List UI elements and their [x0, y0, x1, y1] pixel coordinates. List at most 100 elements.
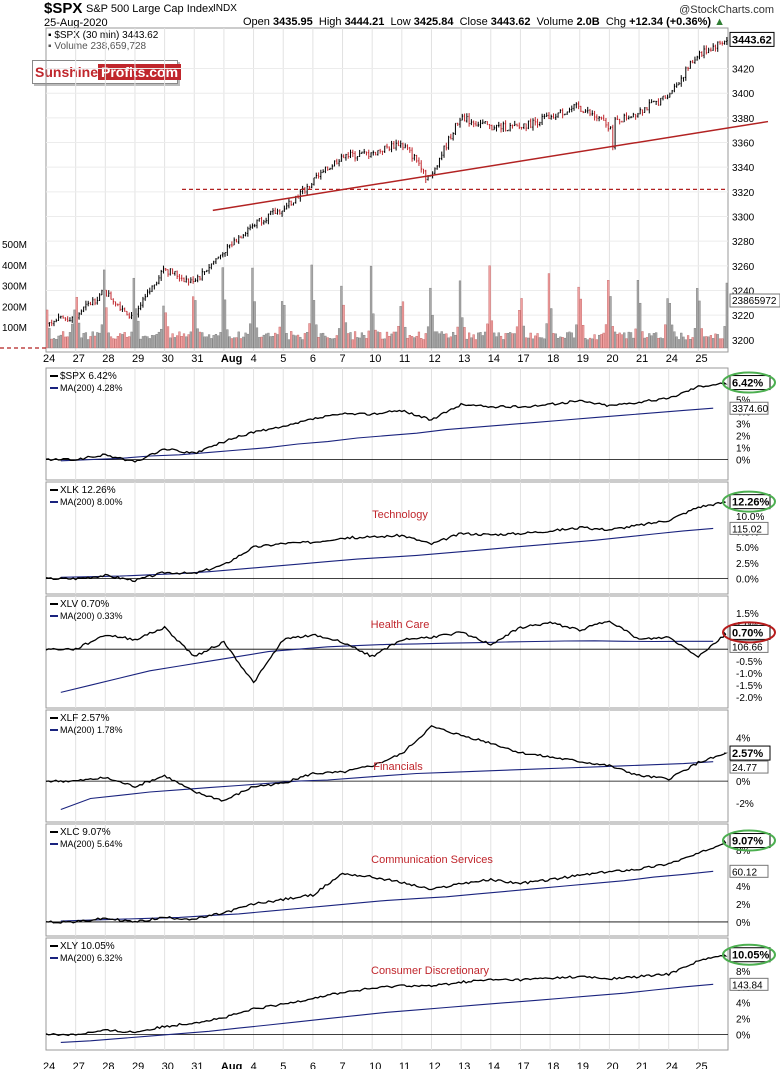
- volume-bar: [337, 328, 341, 349]
- volume-bar: [584, 337, 587, 349]
- x-tick-label: 18: [547, 353, 559, 365]
- volume-bar: [253, 301, 256, 349]
- ma-value-label: 3374.60: [732, 404, 769, 415]
- volume-bar: [620, 334, 624, 349]
- volume-bar: [696, 288, 699, 349]
- ma-value-box: [729, 639, 769, 653]
- volume-bar: [395, 331, 398, 349]
- volume-bar: [285, 333, 288, 349]
- open-value: 3435.95: [272, 16, 313, 28]
- x-tick-label: 21: [636, 353, 648, 365]
- x-tick-label: 12: [428, 1061, 440, 1069]
- volume-bar: [461, 317, 464, 349]
- volume-bar: [121, 334, 124, 349]
- volume-bar: [552, 333, 555, 349]
- y-tick-label: 2%: [736, 1015, 751, 1026]
- volume-bar: [438, 333, 441, 349]
- price-y-tick: 3300: [732, 213, 755, 224]
- volume-bar: [303, 333, 306, 349]
- panel-frame: [45, 937, 729, 1051]
- price-y-tick: 3240: [732, 287, 755, 298]
- x-tick-label: Aug: [221, 353, 242, 365]
- volume-bar: [408, 335, 411, 349]
- relative-performance-line: [45, 725, 728, 802]
- x-tick-label: 12: [428, 353, 440, 365]
- volume-bar: [431, 314, 434, 349]
- y-tick-label: 1.5%: [736, 609, 759, 620]
- y-tick-label: 4%: [736, 999, 751, 1010]
- volume-bar: [513, 333, 516, 349]
- volume-label: Volume: [536, 16, 574, 28]
- volume-bar: [381, 338, 384, 349]
- volume-bar: [383, 338, 386, 349]
- volume-bar: [146, 336, 149, 349]
- volume-bar: [641, 331, 644, 349]
- panel-legend-main: $SPX 6.42%: [60, 371, 117, 382]
- volume-bar: [520, 298, 523, 349]
- x-tick-label: 5: [280, 353, 286, 365]
- ma-value-label: 60.12: [732, 867, 757, 878]
- volume-bar: [66, 336, 69, 349]
- volume-bar: [401, 301, 405, 349]
- ma-value-label: 143.84: [732, 980, 763, 991]
- volume-bar: [376, 331, 379, 349]
- volume-tick: 100M: [2, 323, 27, 334]
- x-tick-label: 7: [340, 1061, 346, 1069]
- volume-bar: [137, 320, 140, 349]
- volume-bar: [75, 296, 78, 349]
- volume-bar: [677, 339, 681, 349]
- y-tick-label: 0%: [736, 918, 751, 929]
- volume-bar: [214, 334, 218, 349]
- volume-bar: [536, 333, 539, 349]
- volume-bar: [217, 335, 220, 349]
- volume-bar: [463, 327, 466, 349]
- x-tick-label: 4: [251, 1061, 257, 1069]
- volume-bar: [230, 338, 234, 349]
- volume-bar: [360, 332, 364, 349]
- volume-bar: [109, 336, 113, 349]
- volume-bar: [639, 302, 642, 349]
- volume-bar: [689, 339, 692, 349]
- volume-bar: [550, 308, 553, 349]
- volume-bar: [568, 331, 571, 349]
- volume-bar: [506, 333, 510, 349]
- panel-frame: [45, 27, 729, 353]
- highlight-oval: [722, 371, 776, 394]
- last-value-label: 2.57%: [732, 748, 763, 760]
- x-tick-label: 14: [488, 353, 500, 365]
- y-tick-label: 5.0%: [736, 543, 759, 554]
- logo-part-2: Profits.com: [98, 64, 182, 80]
- volume-last-box: [729, 293, 780, 308]
- volume-bar: [598, 334, 601, 349]
- y-tick-label: 5%: [736, 396, 751, 407]
- volume-bar: [648, 333, 651, 349]
- volume-bar: [48, 328, 51, 349]
- volume-bar: [64, 336, 67, 349]
- volume-bar: [369, 265, 373, 349]
- volume-bar: [205, 336, 208, 349]
- volume-bar: [344, 322, 348, 349]
- volume-bar: [55, 339, 58, 349]
- last-value-box: [729, 947, 771, 963]
- panel-frame: [45, 595, 729, 709]
- volume-bar: [545, 323, 548, 349]
- volume-bar: [698, 300, 701, 349]
- x-tick-label: 13: [458, 1061, 470, 1069]
- volume-bar: [379, 332, 382, 349]
- volume-bar: [600, 334, 603, 349]
- volume-bar: [486, 323, 489, 349]
- price-y-tick: 3280: [732, 237, 755, 248]
- volume-bar: [671, 324, 674, 349]
- volume-bar: [547, 273, 551, 349]
- volume-bar: [586, 339, 589, 349]
- y-tick-label: 2%: [736, 900, 751, 911]
- volume-bar: [342, 304, 345, 349]
- volume-bar: [331, 338, 334, 349]
- volume-bar: [187, 334, 190, 349]
- x-tick-label: 28: [102, 353, 114, 365]
- volume-bar: [264, 333, 268, 349]
- volume-bar: [659, 337, 662, 349]
- volume-bar: [595, 339, 598, 349]
- volume-bar: [324, 335, 327, 349]
- volume-tick: 400M: [2, 261, 27, 272]
